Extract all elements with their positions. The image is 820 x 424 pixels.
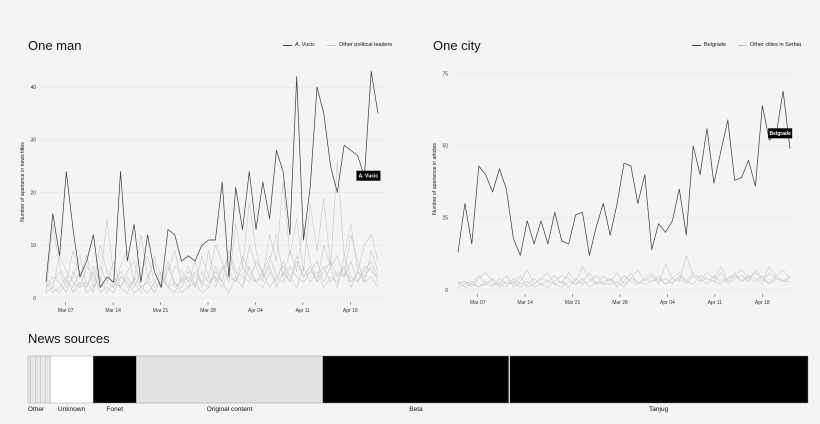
left-xtick-label: Apr 04 bbox=[248, 308, 263, 314]
left-ytick-label: 30 bbox=[30, 138, 36, 144]
right-xtick-label: Mar 28 bbox=[612, 300, 628, 306]
source-label-other: Other bbox=[27, 406, 45, 413]
left-other-series-line bbox=[45, 255, 379, 294]
left-xtick-label: Mar 07 bbox=[58, 308, 74, 314]
sources-title: News sources bbox=[28, 331, 110, 346]
right-other-series-line bbox=[457, 269, 791, 288]
source-label-beta: Beta bbox=[409, 406, 423, 413]
source-label-tanjug: Tanjug bbox=[649, 406, 669, 413]
right-xtick-label: Apr 04 bbox=[660, 300, 675, 306]
left-ytick-label: 10 bbox=[30, 243, 36, 249]
right-other-series-line bbox=[457, 272, 791, 288]
right-callout-box bbox=[768, 128, 793, 139]
legend-item-other-leaders: Other political leaders bbox=[326, 42, 393, 48]
right-ytick-label: 75 bbox=[442, 72, 448, 78]
left-callout-text: A. Vucic bbox=[359, 174, 379, 180]
left-other-series-line bbox=[45, 250, 379, 288]
legend-item-belgrade: Belgrade bbox=[692, 42, 726, 48]
left-ytick-label: 0 bbox=[33, 296, 36, 302]
source-label-original-content: Original content bbox=[206, 406, 253, 413]
legend-label-vucic: A. Vucic bbox=[295, 42, 315, 48]
legend-label-other-cities: Other cities in Serbia bbox=[750, 42, 802, 48]
right-ytick-label: 0 bbox=[445, 288, 448, 294]
left-ytick-label: 20 bbox=[30, 190, 36, 196]
left-ylabel: Number of aperience in news titles bbox=[20, 142, 26, 222]
right-other-series-line bbox=[457, 255, 791, 288]
right-panel-title: One city bbox=[433, 38, 481, 53]
legend-label-other-leaders: Other political leaders bbox=[338, 42, 393, 48]
legend-swatch-light bbox=[326, 44, 336, 46]
right-xtick-label: Mar 07 bbox=[470, 300, 486, 306]
source-label-fonet: Fonet bbox=[106, 406, 124, 413]
left-callout: A. Vucic bbox=[356, 170, 381, 181]
legend-swatch-dark bbox=[692, 44, 701, 46]
left-legend: A. Vucic Other political leaders bbox=[283, 42, 400, 48]
legend-item-other-cities: Other cities in Serbia bbox=[738, 42, 801, 48]
right-legend: Belgrade Other cities in Serbia bbox=[692, 42, 809, 48]
left-callout-box bbox=[356, 170, 381, 181]
right-main-series-line bbox=[457, 90, 791, 256]
legend-label-belgrade: Belgrade bbox=[704, 42, 727, 48]
left-plot: 0 10 20 30 40 Mar 07 Mar 14 Mar 21 Mar 28 Apr 04 A… bbox=[20, 70, 384, 314]
right-xtick-label: Mar 14 bbox=[517, 300, 533, 306]
left-xtick-label: Mar 28 bbox=[200, 308, 216, 314]
right-other-series-line bbox=[457, 275, 790, 288]
right-plot: 0 25 50 75 Mar 07 Mar 14 Mar 21 Mar 28 Apr 04 Apr… bbox=[432, 72, 796, 306]
left-panel-title: One man bbox=[28, 38, 82, 53]
legend-item-vucic: A. Vucic bbox=[283, 42, 315, 48]
left-main-series-line bbox=[45, 70, 379, 288]
right-callout-text: Belgrade bbox=[769, 131, 791, 137]
right-ylabel: Number of aperience in articles bbox=[432, 143, 438, 215]
left-other-series-line bbox=[45, 160, 379, 293]
right-ytick-label: 25 bbox=[442, 216, 448, 222]
legend-swatch-light bbox=[738, 44, 748, 46]
left-other-series-line bbox=[45, 255, 379, 294]
left-xtick-label: Mar 21 bbox=[153, 308, 169, 314]
right-callout: Belgrade bbox=[768, 128, 793, 139]
right-ytick-label: 50 bbox=[442, 144, 448, 150]
left-ytick-label: 40 bbox=[30, 85, 36, 91]
left-xtick-label: Apr 11 bbox=[296, 308, 311, 314]
right-xtick-label: Apr 18 bbox=[755, 300, 770, 306]
left-other-series-line bbox=[45, 218, 379, 288]
right-xtick-label: Apr 11 bbox=[708, 300, 723, 306]
left-xtick-label: Apr 18 bbox=[343, 308, 358, 314]
legend-swatch-dark bbox=[283, 44, 292, 46]
right-xtick-label: Mar 21 bbox=[565, 300, 581, 306]
source-label-unknown: Unknown bbox=[58, 406, 86, 413]
left-xtick-label: Mar 14 bbox=[105, 308, 121, 314]
